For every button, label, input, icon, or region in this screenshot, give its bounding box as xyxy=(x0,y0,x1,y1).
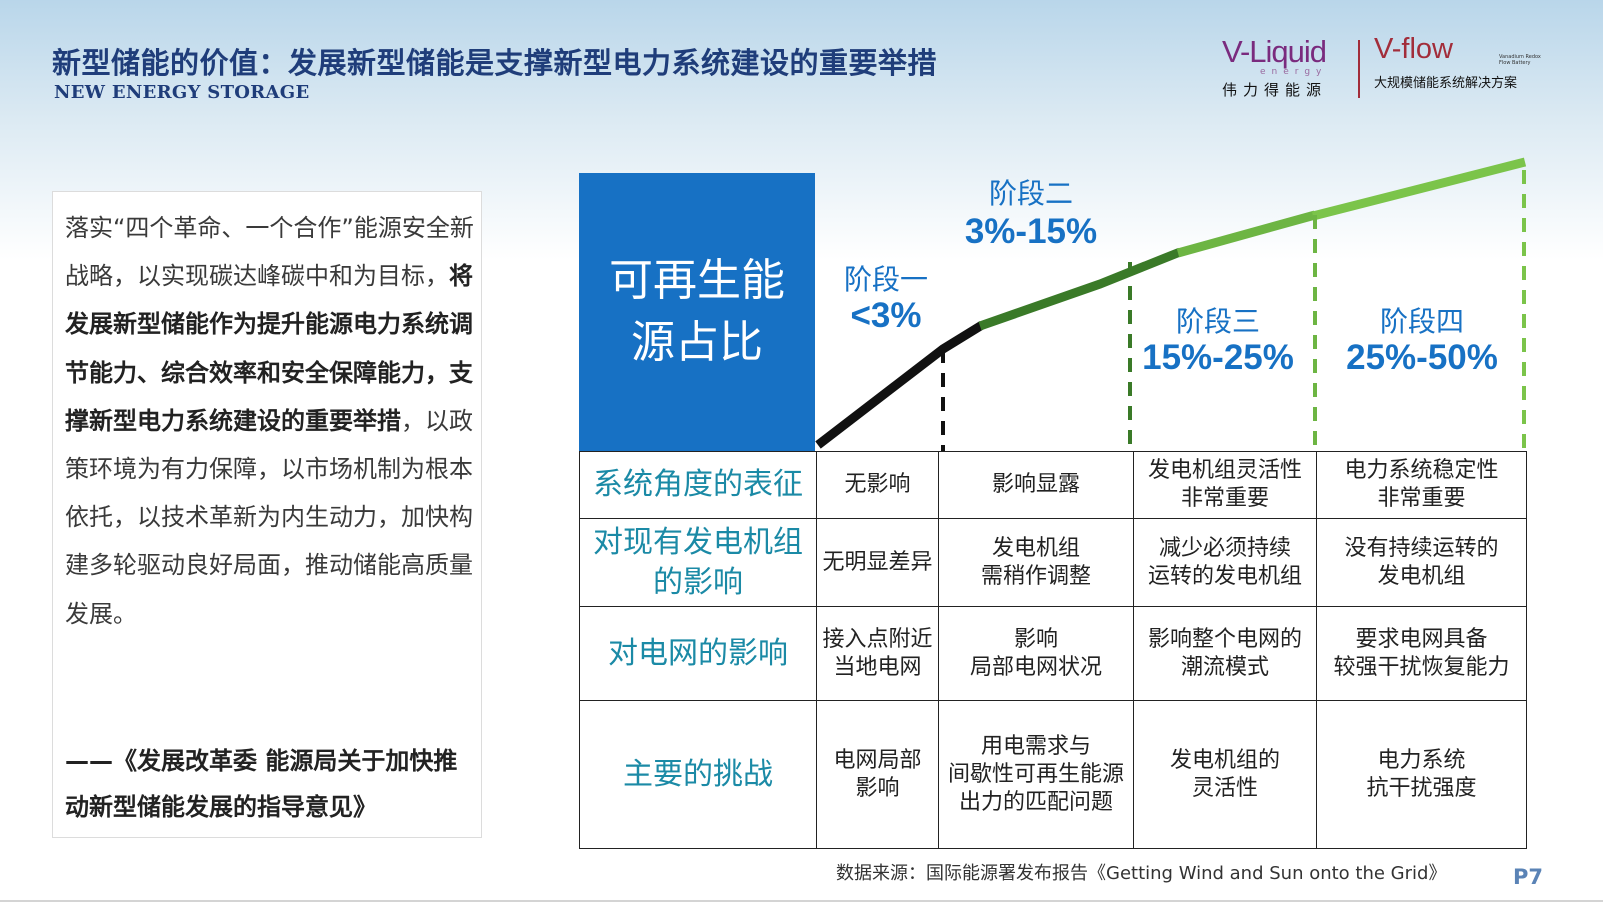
renewable-share-label: 可再生能源占比 xyxy=(609,255,785,368)
page-number: P7 xyxy=(1513,865,1544,889)
quote-bold: 将发展新型储能作为提升能源电力系统调节能力、综合效率和安全保障能力，支撑新型电力… xyxy=(65,262,473,435)
stage-4-name: 阶段四 xyxy=(1379,305,1464,338)
stage-3-line xyxy=(1176,210,1317,258)
table-cell: 无明显差异 xyxy=(816,518,939,607)
table-cell: 发电机组灵活性 非常重要 xyxy=(1133,451,1317,519)
vliquid-sub: energy xyxy=(1260,67,1328,77)
table-row: 主要的挑战 电网局部 影响 用电需求与 间歇性可再生能源 出力的匹配问题 发电机… xyxy=(579,700,1527,849)
bottom-rule xyxy=(0,900,1603,902)
table-cell: 用电需求与 间歇性可再生能源 出力的匹配问题 xyxy=(938,700,1134,849)
table-row: 系统角度的表征 无影响 影响显露 发电机组灵活性 非常重要 电力系统稳定性 非常… xyxy=(579,451,1527,519)
stage-4-range: 25%-50% xyxy=(1346,338,1498,377)
page-subtitle: NEW ENERGY STORAGE xyxy=(54,82,310,103)
quote-part-1: 落实“四个革命、一个合作”能源安全新战略，以实现碳达峰碳中和为目标， xyxy=(65,214,474,291)
vflow-logo: V-flow Vanadium Redox Flow Battery 大规模储能… xyxy=(1374,30,1574,106)
row-header-generators: 对现有发电机组 的影响 xyxy=(579,518,817,607)
table-cell: 要求电网具备 较强干扰恢复能力 xyxy=(1316,606,1527,701)
page-title: 新型储能的价值：发展新型储能是支撑新型电力系统建设的重要举措 xyxy=(52,46,938,80)
stage-2-name: 阶段二 xyxy=(988,177,1073,210)
table-cell: 无影响 xyxy=(816,451,939,519)
table-cell: 影响整个电网的 潮流模式 xyxy=(1133,606,1317,701)
table-cell: 影响 局部电网状况 xyxy=(938,606,1134,701)
vliquid-cn: 伟力得能源 xyxy=(1222,81,1328,99)
table-cell: 电力系统 抗干扰强度 xyxy=(1316,700,1527,849)
stage-2-line xyxy=(978,247,1182,331)
impact-table: 系统角度的表征 无影响 影响显露 发电机组灵活性 非常重要 电力系统稳定性 非常… xyxy=(579,451,1527,849)
table-cell: 减少必须持续 运转的发电机组 xyxy=(1133,518,1317,607)
stage-1-line xyxy=(815,321,985,449)
row-header-challenges: 主要的挑战 xyxy=(579,700,817,849)
vliquid-wordmark: V-Liquid xyxy=(1222,34,1327,69)
stage-1-name: 阶段一 xyxy=(843,263,928,296)
table-cell: 电网局部 影响 xyxy=(816,700,939,849)
quote-text: 落实“四个革命、一个合作”能源安全新战略，以实现碳达峰碳中和为目标，将发展新型储… xyxy=(65,204,475,638)
quote-box xyxy=(52,191,482,838)
row-header-grid: 对电网的影响 xyxy=(579,606,817,701)
source-note: 数据来源：国际能源署发布报告《Getting Wind and Sun onto… xyxy=(836,863,1447,884)
vliquid-logo: V-Liquid energy 伟力得能源 xyxy=(1222,36,1342,106)
stage-4-line xyxy=(1311,157,1527,221)
stage-1-range: <3% xyxy=(850,296,922,335)
table-cell: 发电机组 需稍作调整 xyxy=(938,518,1134,607)
table-cell: 接入点附近 当地电网 xyxy=(816,606,939,701)
renewable-share-box: 可再生能源占比 xyxy=(579,173,815,451)
table-cell: 影响显露 xyxy=(938,451,1134,519)
table-cell: 电力系统稳定性 非常重要 xyxy=(1316,451,1527,519)
vflow-cn: 大规模储能系统解决方案 xyxy=(1374,76,1518,91)
stage-3-name: 阶段三 xyxy=(1175,305,1260,338)
quote-source: ——《发展改革委 能源局关于加快推动新型储能发展的指导意见》 xyxy=(65,747,458,821)
table-cell: 没有持续运转的 发电机组 xyxy=(1316,518,1527,607)
table-row: 对电网的影响 接入点附近 当地电网 影响 局部电网状况 影响整个电网的 潮流模式… xyxy=(579,606,1527,701)
table-cell: 发电机组的 灵活性 xyxy=(1133,700,1317,849)
row-header-system: 系统角度的表征 xyxy=(579,451,817,519)
vflow-small-text: Vanadium Redox Flow Battery xyxy=(1499,54,1541,66)
quote-part-2: ，以政策环境为有力保障，以市场机制为根本依托，以技术革新为内生动力，加快构建多轮… xyxy=(65,406,473,628)
stage-2-range: 3%-15% xyxy=(964,212,1098,251)
logo-divider xyxy=(1358,40,1360,98)
stage-3-range: 15%-25% xyxy=(1142,338,1294,377)
table-row: 对现有发电机组 的影响 无明显差异 发电机组 需稍作调整 减少必须持续 运转的发… xyxy=(579,518,1527,607)
vflow-wordmark: V-flow xyxy=(1374,33,1453,65)
